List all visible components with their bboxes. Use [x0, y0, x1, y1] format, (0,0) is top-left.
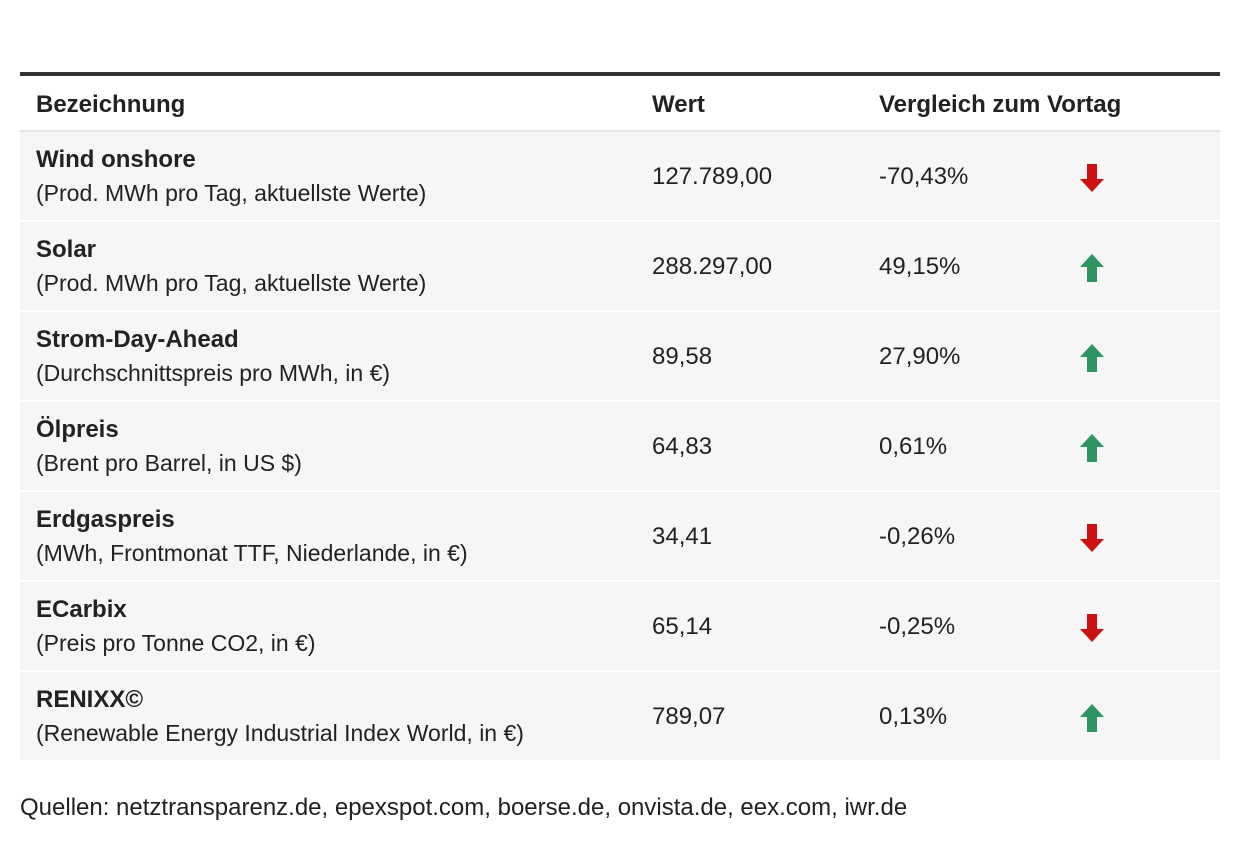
- row-change: -70,43%: [879, 163, 969, 190]
- table-row: Solar (Prod. MWh pro Tag, aktuellste Wer…: [20, 222, 1220, 312]
- row-value: 89,58: [652, 343, 713, 370]
- arrow-up-icon: [1080, 704, 1104, 732]
- table-row: ECarbix (Preis pro Tonne CO2, in €) 65,1…: [20, 582, 1220, 672]
- row-description: (MWh, Frontmonat TTF, Niederlande, in €): [36, 540, 468, 566]
- row-value: 127.789,00: [652, 163, 773, 190]
- arrow-up-icon: [1080, 434, 1104, 462]
- table-header-row: Bezeichnung Wert Vergleich zum Vortag: [20, 76, 1220, 132]
- row-change: 0,13%: [879, 703, 948, 730]
- row-change: 49,15%: [879, 253, 961, 280]
- row-change: -0,26%: [879, 523, 956, 550]
- table-row: Strom-Day-Ahead (Durchschnittspreis pro …: [20, 312, 1220, 402]
- row-name: RENIXX©: [36, 686, 144, 713]
- row-name: ECarbix: [36, 596, 127, 623]
- row-description: (Prod. MWh pro Tag, aktuellste Werte): [36, 270, 427, 296]
- table-row: Ölpreis (Brent pro Barrel, in US $) 64,8…: [20, 402, 1220, 492]
- arrow-down-icon: [1080, 524, 1104, 552]
- row-name: Erdgaspreis: [36, 506, 175, 533]
- energy-data-table: Bezeichnung Wert Vergleich zum Vortag Wi…: [20, 72, 1220, 762]
- header-change: Vergleich zum Vortag: [879, 91, 1122, 118]
- row-change: 0,61%: [879, 433, 948, 460]
- row-description: (Prod. MWh pro Tag, aktuellste Werte): [36, 180, 427, 206]
- row-change: 27,90%: [879, 343, 961, 370]
- arrow-down-icon: [1080, 614, 1104, 642]
- arrow-down-icon: [1080, 164, 1104, 192]
- arrow-up-icon: [1080, 344, 1104, 372]
- row-name: Ölpreis: [36, 416, 119, 443]
- table-row: RENIXX© (Renewable Energy Industrial Ind…: [20, 672, 1220, 762]
- header-value: Wert: [652, 91, 705, 118]
- row-name: Wind onshore: [36, 146, 196, 173]
- table-row: Erdgaspreis (MWh, Frontmonat TTF, Nieder…: [20, 492, 1220, 582]
- row-change: -0,25%: [879, 613, 956, 640]
- row-value: 64,83: [652, 433, 713, 460]
- row-description: (Durchschnittspreis pro MWh, in €): [36, 360, 391, 386]
- row-description: (Renewable Energy Industrial Index World…: [36, 720, 524, 746]
- arrow-up-icon: [1080, 254, 1104, 282]
- row-name: Solar: [36, 236, 97, 263]
- row-value: 789,07: [652, 703, 726, 730]
- row-value: 288.297,00: [652, 253, 773, 280]
- source-note: Quellen: netztransparenz.de, epexspot.co…: [20, 794, 908, 821]
- header-name: Bezeichnung: [36, 91, 186, 118]
- row-description: (Preis pro Tonne CO2, in €): [36, 630, 316, 656]
- row-value: 65,14: [652, 613, 713, 640]
- table-row: Wind onshore (Prod. MWh pro Tag, aktuell…: [20, 132, 1220, 222]
- row-description: (Brent pro Barrel, in US $): [36, 450, 302, 476]
- row-name: Strom-Day-Ahead: [36, 326, 239, 353]
- row-value: 34,41: [652, 523, 713, 550]
